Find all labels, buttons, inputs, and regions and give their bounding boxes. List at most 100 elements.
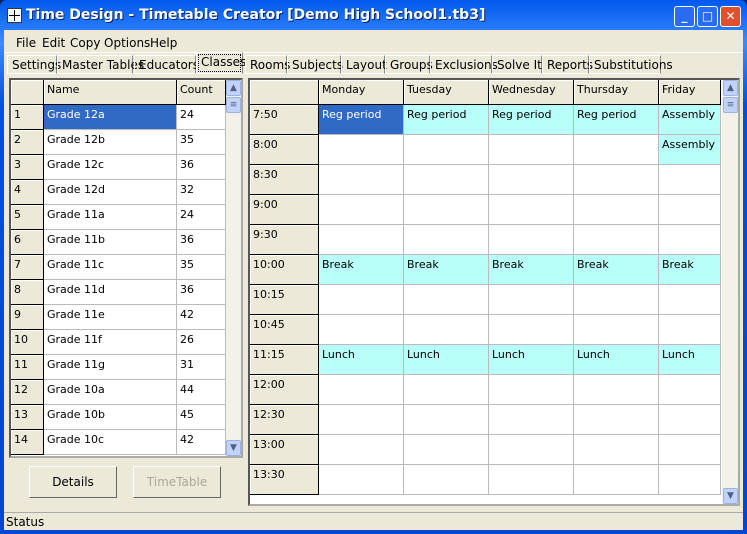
time-slot-header[interactable]: 10:15 [250,285,319,315]
timetable-cell[interactable] [404,195,489,225]
class-name-cell[interactable]: Grade 11e [44,305,177,330]
count-cell[interactable]: 24 [177,205,226,230]
column-header[interactable]: Count [177,80,226,105]
timetable-cell[interactable] [404,375,489,405]
time-slot-header[interactable]: 10:00 [250,255,319,285]
class-name-cell[interactable]: Grade 11d [44,280,177,305]
timetable-cell[interactable] [404,465,489,495]
row-number[interactable]: 1 [11,105,44,130]
timetable-cell[interactable] [659,465,721,495]
count-cell[interactable]: 45 [177,405,226,430]
count-cell[interactable]: 35 [177,255,226,280]
timetable-cell[interactable]: Lunch [489,345,574,375]
scroll-up-icon[interactable]: ▲ [723,80,738,96]
timetable-cell[interactable]: Lunch [404,345,489,375]
tab-classes[interactable]: Classes [196,52,246,74]
timetable-cell[interactable] [319,405,404,435]
timetable-cell[interactable]: Break [489,255,574,285]
menu-edit[interactable]: Edit [42,36,66,50]
row-number[interactable]: 7 [11,255,44,280]
timetable-cell[interactable] [404,405,489,435]
row-number[interactable]: 8 [11,280,44,305]
count-cell[interactable]: 44 [177,380,226,405]
scroll-thumb[interactable]: ≡ [226,97,241,113]
timetable-cell[interactable] [489,405,574,435]
timetable-cell[interactable] [659,435,721,465]
timetable-scrollbar[interactable]: ▲ ≡ ▼ [722,80,738,504]
timetable-cell[interactable] [574,375,659,405]
timetable-cell[interactable]: Reg period [404,105,489,135]
row-number[interactable]: 5 [11,205,44,230]
timetable-cell[interactable] [574,165,659,195]
class-name-cell[interactable]: Grade 11a [44,205,177,230]
column-header[interactable] [11,80,44,105]
tab-substitutions[interactable]: Substitutions [589,55,673,74]
timetable-cell[interactable]: Assembly [659,135,721,165]
timetable-cell[interactable] [319,285,404,315]
count-cell[interactable]: 31 [177,355,226,380]
timetable-cell[interactable] [404,165,489,195]
tab-educators[interactable]: Educators [134,55,199,74]
timetable-cell[interactable] [319,165,404,195]
timetable-cell[interactable] [404,285,489,315]
timetable-cell[interactable] [319,225,404,255]
timetable-cell[interactable] [659,405,721,435]
class-name-cell[interactable]: Grade 11b [44,230,177,255]
class-name-cell[interactable]: Grade 11f [44,330,177,355]
count-cell[interactable]: 42 [177,305,226,330]
classes-scrollbar[interactable]: ▲ ≡ ▼ [225,80,241,456]
timetable-cell[interactable] [489,285,574,315]
count-cell[interactable]: 36 [177,230,226,255]
row-number[interactable]: 10 [11,330,44,355]
tab-layout[interactable]: Layout [341,55,387,74]
timetable-cell[interactable] [404,435,489,465]
day-header[interactable]: Tuesday [404,80,489,105]
timetable-cell[interactable] [659,315,721,345]
scroll-thumb[interactable]: ≡ [723,97,738,113]
scroll-down-icon[interactable]: ▼ [226,440,241,456]
time-slot-header[interactable]: 10:45 [250,315,319,345]
scroll-up-icon[interactable]: ▲ [226,80,241,96]
timetable-cell[interactable] [489,225,574,255]
timetable-cell[interactable] [574,435,659,465]
timetable-cell[interactable] [659,375,721,405]
day-header[interactable]: Monday [319,80,404,105]
timetable-cell[interactable]: Lunch [319,345,404,375]
minimize-button[interactable]: _ [674,6,695,27]
class-name-cell[interactable]: Grade 10a [44,380,177,405]
menu-copy[interactable]: Copy [70,36,101,50]
timetable-cell[interactable] [574,465,659,495]
timetable-cell[interactable] [574,285,659,315]
timetable-cell[interactable] [574,225,659,255]
time-slot-header[interactable]: 13:00 [250,435,319,465]
tab-settings[interactable]: Settings [7,55,61,74]
time-slot-header[interactable]: 7:50 [250,105,319,135]
tab-groups[interactable]: Groups [385,55,433,74]
timetable-cell[interactable]: Lunch [659,345,721,375]
count-cell[interactable]: 36 [177,155,226,180]
timetable-cell[interactable] [659,195,721,225]
timetable-cell[interactable] [574,315,659,345]
tab-reports[interactable]: Reports [542,55,593,74]
timetable-cell[interactable] [489,165,574,195]
timetable-cell[interactable] [659,225,721,255]
maximize-button[interactable]: □ [697,6,718,27]
time-slot-header[interactable]: 9:00 [250,195,319,225]
class-name-cell[interactable]: Grade 12c [44,155,177,180]
class-name-cell[interactable]: Grade 12b [44,130,177,155]
timetable-cell[interactable] [659,165,721,195]
count-cell[interactable]: 35 [177,130,226,155]
timetable-cell[interactable]: Reg period [574,105,659,135]
day-header[interactable]: Friday [659,80,721,105]
tab-exclusions[interactable]: Exclusions [430,55,498,74]
timetable-cell[interactable] [319,195,404,225]
class-name-cell[interactable]: Grade 11g [44,355,177,380]
timetable-cell[interactable]: Reg period [489,105,574,135]
timetable-cell[interactable] [489,435,574,465]
count-cell[interactable]: 36 [177,280,226,305]
timetable-cell[interactable]: Break [574,255,659,285]
time-slot-header[interactable]: 12:00 [250,375,319,405]
time-slot-header[interactable]: 11:15 [250,345,319,375]
timetable-cell[interactable]: Break [659,255,721,285]
row-number[interactable]: 2 [11,130,44,155]
